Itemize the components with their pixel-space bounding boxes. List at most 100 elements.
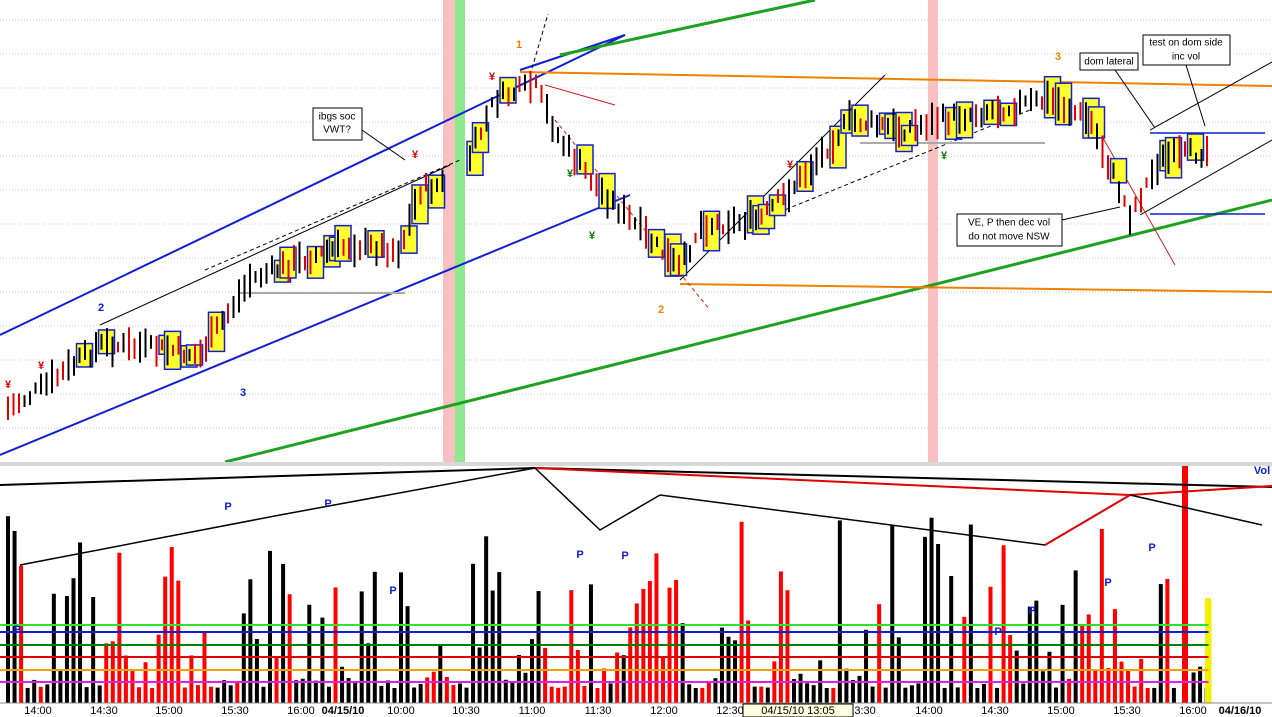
volume-bar [254,639,259,703]
volume-bar [340,666,345,703]
volume-bar [1027,606,1032,703]
channel-line [0,34,626,336]
volume-bar [909,685,914,703]
volume-bar [1158,584,1163,703]
volume-bar [261,686,266,703]
volume-bar [929,517,934,703]
volume-bar [1182,466,1188,703]
yen-marker: ¥ [38,360,45,372]
annotation-arrow [1061,206,1121,221]
volume-bar [1080,625,1085,703]
volume-bar [110,641,115,703]
volume-bar [582,685,587,703]
annotation-arrow [1114,69,1156,129]
volume-bar [235,682,240,703]
volume-bar [379,685,384,703]
volume-bar [399,572,403,703]
volume-bar [864,629,869,703]
time-label: 11:00 [519,705,546,717]
session-band [928,0,938,462]
yen-marker: ¥ [489,71,496,83]
time-axis [0,703,1272,717]
date-label: 04/16/10 [1219,705,1262,717]
cursor-label: 04/15/10 13:05 [761,705,834,717]
volume-bar [556,687,561,703]
volume-bar [955,687,960,703]
annotation-text: inc vol [1172,52,1200,63]
volume-bar [1132,686,1137,703]
volume-bar [346,677,351,703]
volume-bar [975,687,980,703]
wave-label: 1 [516,39,522,51]
volume-bar [510,681,515,703]
volume-bar [1126,670,1131,703]
annotation-text: dom lateral [1084,57,1133,68]
vol-trend [19,467,661,566]
p-marker: P [1104,577,1111,589]
annotation-text: VWT? [323,125,351,136]
volume-bar [1145,687,1150,703]
volume-bar [117,552,122,703]
p-marker: P [13,624,20,636]
p-marker: P [1148,542,1155,554]
volume-bar [444,676,449,703]
volume-bar [503,679,508,703]
red-line [544,84,616,106]
volume-bar [739,521,744,703]
volume-bar [805,683,810,703]
volume-bar [962,616,967,703]
volume-bar [700,687,705,703]
wave-label: 2 [658,304,664,316]
volume-bar [45,684,50,703]
volume-bar [326,686,331,703]
volume-bar [359,591,364,703]
volume-bar [320,617,325,703]
volume-bar [189,655,194,703]
annotation-arrow [361,129,406,161]
wave-label: 3 [1055,51,1061,63]
orange-line [519,71,1272,87]
volume-bar [890,524,895,703]
date-label: 04/15/10 [322,705,365,717]
time-label: 10:30 [452,705,480,717]
green-line [224,198,1272,464]
volume-bar [412,687,417,703]
volume-bar [176,580,181,703]
volume-bar [942,687,947,703]
volume-bar [464,687,469,703]
volume-bar [680,623,685,703]
time-labels: 14:00 14:30 15:00 15:30 16:00 10:00 10:30 11:00… [24,705,1261,717]
volume-bar [759,686,764,703]
p-marker: P [324,498,331,510]
vol-trend [1044,494,1131,546]
volume-bar [569,590,574,703]
p-markers: P P P P P P P P P P [13,498,1155,638]
yen-marker: ¥ [589,230,596,242]
volume-bar [883,687,888,703]
volume-bar [792,679,796,703]
volume-bar [353,683,358,703]
volume-bar [562,686,567,703]
volume-bar [438,645,443,703]
volume-bar [575,649,580,703]
session-band [443,0,455,462]
orange-line [679,283,1272,293]
volume-bar [923,536,927,703]
volume-bar [457,683,462,703]
volume-bar [549,686,554,703]
channel-line [0,194,631,456]
volume-bar [228,685,233,703]
time-label: 14:00 [24,705,52,717]
volume-bar [621,655,626,703]
volume-bar [1139,658,1144,703]
volume-bar [91,597,96,703]
session-band [455,0,465,462]
wave-label: 3 [240,387,246,399]
volume-bar [981,683,986,703]
volume-bar [268,550,272,703]
volume-bar [313,680,318,703]
volume-bar [870,686,875,703]
volume-bar [366,643,371,703]
volume-bar [307,604,312,703]
